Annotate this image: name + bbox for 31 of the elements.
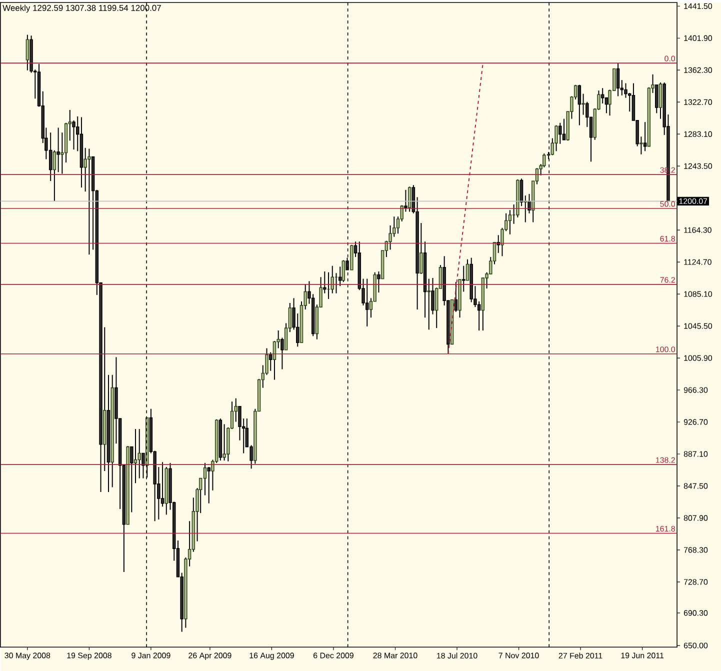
candlestick [338,266,342,286]
candlestick [138,428,141,479]
candlestick [616,62,620,97]
candlestick [88,148,91,255]
candlestick [377,270,380,293]
candlestick [207,466,210,504]
candlestick [454,281,458,312]
candlestick [578,84,582,126]
candlestick [26,34,30,71]
candlestick [643,121,647,152]
candlestick [404,189,408,212]
candlestick [222,424,226,461]
candlestick [366,278,369,327]
candlestick [408,186,412,212]
candlestick [203,462,207,496]
candlestick [520,178,524,207]
candlestick [269,352,272,372]
candlestick [52,150,56,202]
candlestick [554,124,558,152]
candlestick [342,260,346,282]
candlestick [134,428,138,484]
chart-title: Weekly 1292.59 1307.38 1199.54 1200.07 [2,4,161,13]
candlestick [48,132,52,182]
candlestick [600,88,604,104]
candlestick [477,300,481,331]
candlestick [160,462,164,508]
candlestick [558,122,562,144]
candlestick [604,97,608,114]
candlestick [508,210,512,235]
candlestick [462,265,466,292]
candlestick [56,127,60,173]
